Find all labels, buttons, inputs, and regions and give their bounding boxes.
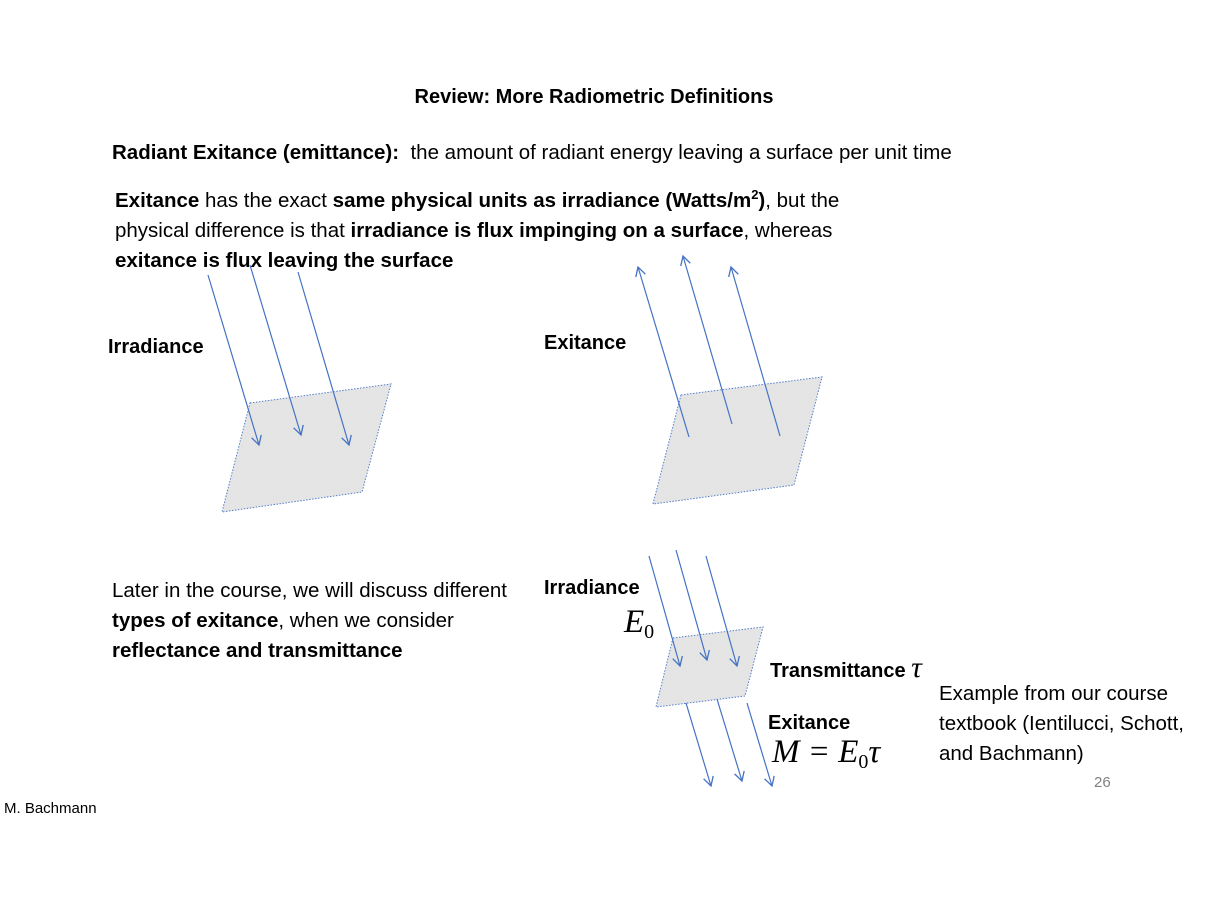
exp-text-2: , but the physical difference is that [115, 188, 840, 242]
definition-line: Radiant Exitance (emittance): the amount… [112, 141, 952, 165]
exitance-surface [652, 376, 823, 505]
irradiance-surface [221, 383, 392, 513]
slide-title: Review: More Radiometric Definitions [414, 86, 774, 108]
exp-units: same physical units as irradiance (Watts… [332, 187, 766, 212]
exp-exitance: Exitance [115, 188, 200, 212]
later-reflectance-transmittance: reflectance and transmittance [112, 639, 403, 662]
tau-symbol: τ [911, 651, 922, 684]
transmittance-surface [655, 626, 764, 708]
exp-text-3: , whereas [743, 218, 833, 242]
exitance-label-bottom: Exitance [768, 712, 851, 734]
exp-text-1: has the exact [199, 188, 333, 212]
author-footer: M. Bachmann [4, 800, 97, 817]
exitance-label-top: Exitance [544, 332, 627, 354]
transmittance-label: Transmittance τ [770, 651, 922, 684]
page-number: 26 [1094, 774, 1111, 791]
exitance-equation: M = E0τ [772, 734, 881, 773]
transmitted-arrows [685, 698, 775, 788]
irradiance-label-top: Irradiance [108, 336, 204, 358]
later-paragraph: Later in the course, we will discuss dif… [112, 579, 508, 662]
irradiance-label-bottom: Irradiance [544, 577, 640, 599]
explanation-paragraph: Exitance has the exact same physical uni… [115, 180, 915, 276]
definition-text: the amount of radiant energy leaving a s… [399, 141, 952, 164]
example-note: Example from our course textbook (Ientil… [939, 682, 1184, 765]
exitance-arrows [635, 254, 781, 438]
incident-arrows [648, 549, 741, 668]
irradiance-arrows [207, 264, 352, 447]
definition-term: Radiant Exitance (emittance): [112, 141, 400, 164]
exp-exitance-leaving: exitance is flux leaving the surface [115, 248, 454, 272]
exp-irradiance: irradiance is flux impinging on a surfac… [350, 218, 744, 242]
e0-symbol: E0 [624, 604, 655, 643]
later-types-exitance: types of exitance [112, 609, 279, 632]
